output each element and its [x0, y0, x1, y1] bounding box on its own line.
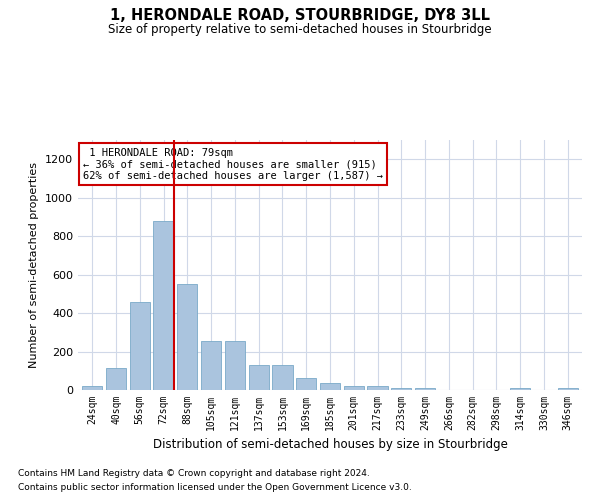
Text: Size of property relative to semi-detached houses in Stourbridge: Size of property relative to semi-detach…: [108, 22, 492, 36]
X-axis label: Distribution of semi-detached houses by size in Stourbridge: Distribution of semi-detached houses by …: [152, 438, 508, 452]
Bar: [82, 386, 103, 390]
Bar: [154, 221, 173, 390]
Bar: [106, 368, 126, 390]
Text: 1 HERONDALE ROAD: 79sqm
← 36% of semi-detached houses are smaller (915)
62% of s: 1 HERONDALE ROAD: 79sqm ← 36% of semi-de…: [83, 148, 383, 180]
Bar: [130, 302, 150, 390]
Text: 1, HERONDALE ROAD, STOURBRIDGE, DY8 3LL: 1, HERONDALE ROAD, STOURBRIDGE, DY8 3LL: [110, 8, 490, 22]
Bar: [201, 341, 221, 390]
Bar: [272, 365, 293, 390]
Bar: [296, 378, 316, 390]
Bar: [225, 341, 245, 390]
Bar: [391, 388, 412, 390]
Text: Contains HM Land Registry data © Crown copyright and database right 2024.: Contains HM Land Registry data © Crown c…: [18, 468, 370, 477]
Bar: [415, 388, 435, 390]
Bar: [320, 384, 340, 390]
Y-axis label: Number of semi-detached properties: Number of semi-detached properties: [29, 162, 40, 368]
Bar: [557, 388, 578, 390]
Bar: [344, 386, 364, 390]
Bar: [510, 388, 530, 390]
Bar: [177, 284, 197, 390]
Text: Contains public sector information licensed under the Open Government Licence v3: Contains public sector information licen…: [18, 484, 412, 492]
Bar: [367, 386, 388, 390]
Bar: [248, 365, 269, 390]
